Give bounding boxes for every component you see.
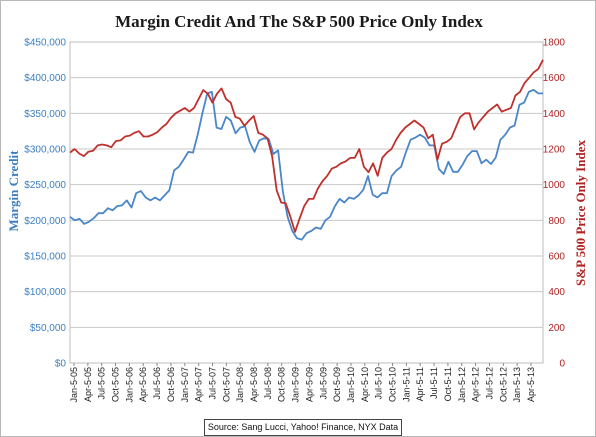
left-tick-label: $450,000	[24, 38, 66, 49]
left-tick-label: $200,000	[24, 216, 66, 227]
x-tick-label: Apr-5-13	[526, 367, 536, 402]
x-tick-label: Oct-5-08	[277, 367, 287, 402]
x-tick-label: Apr-5-09	[304, 367, 314, 402]
x-tick-label: Oct-5-05	[111, 367, 121, 402]
right-tick-label: 1000	[543, 180, 566, 191]
series-line-sp500	[69, 59, 544, 233]
chart-title: Margin Credit And The S&P 500 Price Only…	[115, 12, 483, 31]
plot-area	[69, 41, 544, 364]
x-tick-label: Oct-5-11	[443, 367, 453, 401]
left-tick-label: $0	[55, 359, 67, 370]
x-tick-label: Jul-5-12	[484, 367, 494, 400]
right-tick-label: 1600	[543, 73, 566, 84]
left-tick-label: $100,000	[24, 287, 66, 298]
left-axis-label: Margin Credit	[6, 150, 21, 232]
right-tick-label: 1200	[543, 145, 566, 156]
x-tick-label: Oct-5-10	[388, 367, 398, 402]
x-tick-label: Jan-5-11	[401, 367, 411, 402]
x-tick-label: Oct-5-12	[498, 367, 508, 402]
right-axis-label: S&P 500 Price Only Index	[573, 140, 588, 286]
x-tick-label: Oct-5-09	[332, 367, 342, 402]
gridlines	[69, 41, 544, 364]
left-tick-label: $150,000	[24, 252, 66, 263]
x-tick-label: Jul-5-10	[374, 367, 384, 400]
source-note: Source: Sang Lucci, Yahoo! Finance, NYX …	[204, 419, 402, 436]
left-tick-label: $400,000	[24, 73, 66, 84]
left-tick-label: $250,000	[24, 180, 66, 191]
x-tick-label: Apr-5-08	[249, 367, 259, 402]
right-tick-label: 200	[548, 323, 565, 334]
x-tick-label: Jan-5-06	[124, 367, 134, 403]
x-tick-label: Jul-5-11	[429, 367, 439, 399]
left-tick-label: $300,000	[24, 145, 66, 156]
left-tick-label: $50,000	[30, 323, 67, 334]
right-tick-label: 600	[548, 252, 565, 263]
series-line-margin-credit	[69, 88, 543, 241]
right-tick-label: 0	[559, 359, 565, 370]
x-tick-label: Jan-5-05	[69, 367, 79, 403]
x-tick-label: Jan-5-10	[346, 367, 356, 403]
x-tick-label: Jan-5-13	[512, 367, 522, 403]
x-tick-label: Jul-5-07	[207, 367, 217, 400]
x-tick-label: Jul-5-05	[97, 367, 107, 400]
series-lines	[69, 59, 544, 241]
x-tick-label: Apr-5-05	[83, 367, 93, 402]
x-tick-label: Apr-5-11	[415, 367, 425, 401]
left-tick-label: $350,000	[24, 109, 66, 120]
right-tick-label: 1400	[543, 109, 566, 120]
x-tick-label: Jan-5-08	[235, 367, 245, 403]
x-tick-label: Jul-5-09	[318, 367, 328, 400]
x-tick-label: Jul-5-06	[152, 367, 162, 400]
x-tick-label: Oct-5-06	[166, 367, 176, 402]
right-tick-label: 400	[548, 287, 565, 298]
x-tick-label: Apr-5-06	[138, 367, 148, 402]
x-tick-label: Jan-5-12	[457, 367, 467, 403]
right-tick-label: 1800	[543, 38, 566, 49]
x-tick-label: Jul-5-08	[263, 367, 273, 400]
x-tick-label: Jan-5-07	[180, 367, 190, 403]
axis-ticks: $0 0 $50,000 200 $100,000 400 $150,000 600 $200,…	[24, 38, 565, 403]
right-tick-label: 800	[548, 216, 565, 227]
x-tick-label: Apr-5-10	[360, 367, 370, 402]
x-tick-label: Apr-5-07	[194, 367, 204, 402]
x-tick-label: Apr-5-12	[471, 367, 481, 402]
x-tick-label: Oct-5-07	[221, 367, 231, 402]
x-tick-label: Jan-5-09	[291, 367, 301, 403]
